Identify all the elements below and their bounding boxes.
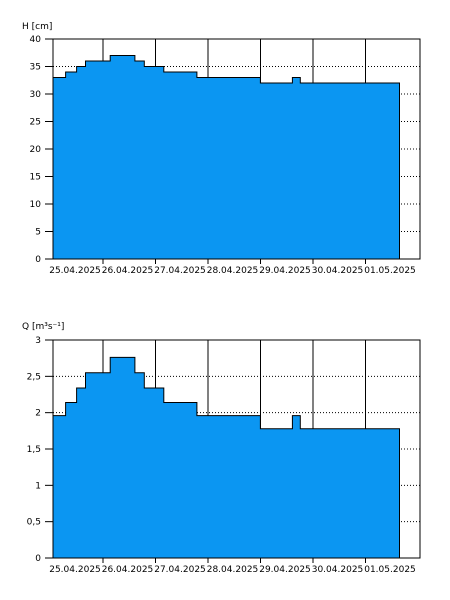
x-tick-label: 26.04.2025 [102, 565, 154, 575]
y-tick-label: 25 [30, 118, 41, 128]
y-tick-label: 10 [30, 200, 42, 210]
x-tick-label: 29.04.2025 [259, 565, 311, 575]
y-tick-label: 35 [30, 63, 41, 73]
y-axis-title: Q [m³s⁻¹] [22, 322, 64, 332]
y-ticks: 0 0,5 1 1,5 2 2,5 3 [27, 336, 53, 564]
y-tick-label: 2 [35, 409, 41, 419]
chart-water-level: H [cm] 0 5 10 15 20 25 30 35 40 25.04.2025 26.04.… [22, 22, 421, 276]
y-tick-label: 30 [30, 90, 42, 100]
plot-frame [52, 38, 421, 260]
x-tick-label: 27.04.2025 [154, 266, 206, 276]
y-tick-label: 3 [35, 336, 41, 346]
y-tick-label: 20 [30, 145, 42, 155]
chart-discharge: Q [m³s⁻¹] 0 0,5 1 1,5 2 2,5 3 25.04.2025 26.04.… [22, 322, 421, 575]
x-tick-label: 30.04.2025 [312, 565, 364, 575]
y-tick-label: 1 [35, 481, 41, 491]
level-area [52, 55, 400, 260]
y-tick-label: 1,5 [27, 445, 41, 455]
y-axis-title: H [cm] [22, 22, 52, 32]
x-tick-label: 28.04.2025 [207, 266, 259, 276]
y-tick-label: 0 [35, 255, 41, 265]
x-tick-label: 30.04.2025 [312, 266, 364, 276]
x-ticks: 25.04.2025 26.04.2025 27.04.2025 28.04.2025… [49, 259, 416, 276]
y-tick-label: 0 [35, 554, 41, 564]
y-tick-label: 15 [30, 173, 41, 183]
y-tick-label: 2,5 [27, 372, 41, 382]
x-ticks: 25.04.2025 26.04.2025 27.04.2025 28.04.2025… [49, 558, 416, 575]
plot-frame [52, 339, 421, 559]
y-ticks: 0 5 10 15 20 25 30 35 40 [30, 35, 53, 265]
x-tick-label: 27.04.2025 [154, 565, 206, 575]
x-tick-label: 29.04.2025 [259, 266, 311, 276]
x-tick-label: 25.04.2025 [49, 565, 101, 575]
y-tick-label: 0,5 [27, 518, 41, 528]
x-tick-label: 01.05.2025 [364, 565, 416, 575]
discharge-area [52, 356, 400, 559]
x-tick-label: 28.04.2025 [207, 565, 259, 575]
x-tick-label: 01.05.2025 [364, 266, 416, 276]
y-tick-label: 40 [30, 35, 42, 45]
x-tick-label: 25.04.2025 [49, 266, 101, 276]
y-tick-label: 5 [35, 228, 41, 238]
x-tick-label: 26.04.2025 [102, 266, 154, 276]
